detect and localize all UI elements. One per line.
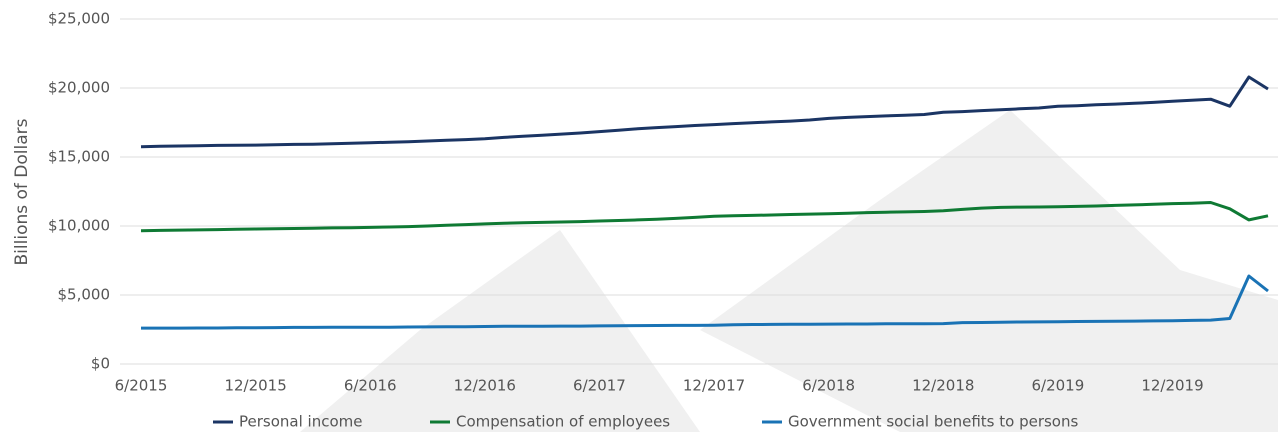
line <box>140 201 1269 233</box>
y-tick-label: $20,000 <box>48 79 110 97</box>
x-tick-label: 6/2015 <box>115 377 168 395</box>
y-tick-label: $25,000 <box>48 10 110 28</box>
x-tick-label: 12/2015 <box>224 377 286 395</box>
line <box>141 274 1269 330</box>
y-tick-label: $10,000 <box>48 217 110 235</box>
x-tick-label: 12/2016 <box>454 377 516 395</box>
line <box>140 75 1269 149</box>
x-tick-label: 6/2019 <box>1031 377 1084 395</box>
y-tick-label: $0 <box>91 355 110 373</box>
x-tick-label: 6/2018 <box>802 377 855 395</box>
x-tick-label: 12/2018 <box>912 377 974 395</box>
x-tick-label: 12/2019 <box>1141 377 1203 395</box>
x-tick-label: 12/2017 <box>683 377 745 395</box>
watermark <box>300 110 1278 432</box>
y-tick-label: $15,000 <box>48 148 110 166</box>
y-axis-label: Billions of Dollars <box>12 118 32 265</box>
legend-label: Compensation of employees <box>456 413 670 431</box>
y-tick-label: $5,000 <box>58 286 111 304</box>
legend-label: Personal income <box>239 413 362 431</box>
x-tick-label: 6/2017 <box>573 377 626 395</box>
x-tick-label: 6/2016 <box>344 377 397 395</box>
legend-label: Government social benefits to persons <box>788 413 1078 431</box>
